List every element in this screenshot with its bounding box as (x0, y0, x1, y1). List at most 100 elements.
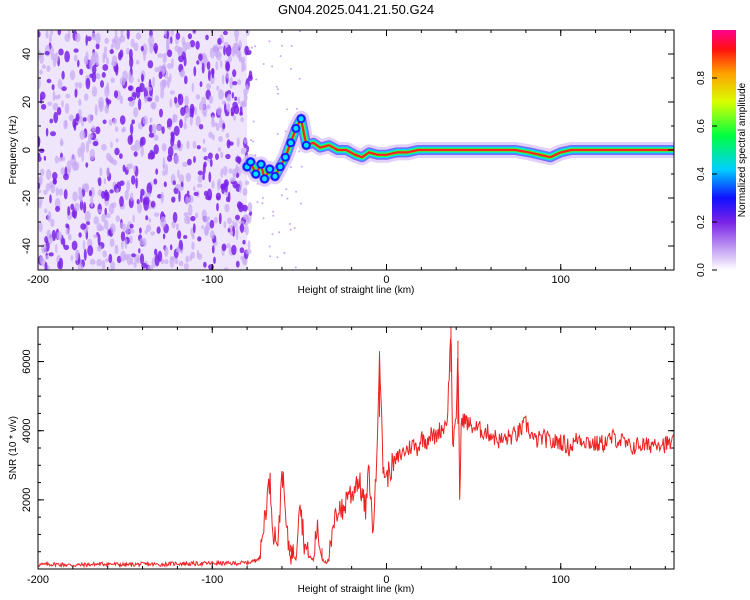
noise-blob (239, 247, 245, 254)
noise-blob (179, 174, 185, 184)
noise-blob (54, 95, 60, 100)
noise-blob (135, 87, 141, 99)
noise-blob (185, 196, 190, 205)
signal-blob-core (262, 176, 267, 182)
noise-blob (233, 115, 237, 121)
noise-blob (137, 78, 140, 83)
noise-blob (235, 214, 240, 221)
noise-blob (115, 215, 121, 222)
noise-blob (206, 104, 211, 110)
noise-blob (193, 156, 196, 163)
noise-blob (69, 70, 76, 81)
noise-blob (83, 93, 89, 101)
noise-blob (166, 76, 171, 88)
signal-blob-core (288, 140, 294, 146)
noise-speck (298, 77, 301, 80)
noise-blob (47, 101, 53, 107)
snr-y-label: SNR (10 * v/v) (8, 416, 19, 480)
noise-speck (281, 44, 283, 47)
noise-blob (111, 55, 118, 67)
noise-blob (38, 136, 41, 148)
noise-blob (153, 144, 159, 155)
noise-blob (155, 168, 159, 175)
noise-blob (153, 134, 159, 141)
noise-blob (85, 162, 89, 168)
noise-blob (206, 83, 212, 90)
noise-blob (191, 241, 195, 250)
noise-blob (216, 106, 222, 116)
noise-blob (243, 214, 249, 220)
noise-blob (126, 224, 129, 236)
noise-speck (252, 140, 255, 143)
noise-blob (198, 124, 204, 130)
noise-blob (181, 36, 186, 47)
noise-blob (130, 144, 137, 151)
noise-blob (175, 223, 179, 231)
noise-blob (228, 141, 234, 146)
snr-x-label: Height of straight line (km) (298, 584, 415, 595)
noise-blob (196, 249, 200, 258)
noise-blob (146, 86, 152, 92)
noise-blob (177, 47, 183, 57)
noise-blob (57, 79, 63, 90)
noise-blob (227, 217, 232, 225)
noise-blob (55, 243, 58, 254)
noise-blob (225, 61, 230, 71)
noise-speck (278, 231, 281, 234)
noise-blob (101, 260, 106, 270)
noise-blob (40, 103, 47, 110)
signal-blob-core (277, 164, 283, 170)
noise-blob (41, 64, 47, 69)
noise-blob (140, 45, 144, 52)
noise-blob (108, 253, 113, 264)
x-tick-label: 100 (552, 574, 570, 586)
colorbar-tick-label: 0.6 (696, 119, 707, 133)
noise-blob (240, 147, 247, 155)
colorbar-tick-label: 0.0 (696, 263, 707, 277)
noise-blob (56, 107, 62, 116)
noise-blob (226, 102, 231, 112)
noise-blob (73, 48, 79, 53)
noise-blob (235, 228, 239, 241)
noise-blob (52, 178, 58, 185)
noise-blob (136, 59, 140, 65)
noise-blob (234, 42, 240, 55)
noise-blob (247, 202, 253, 213)
noise-speck (261, 202, 264, 205)
noise-blob (180, 69, 186, 78)
noise-blob (169, 73, 172, 83)
noise-blob (46, 78, 52, 84)
noise-blob (97, 177, 102, 187)
noise-blob (129, 192, 134, 202)
noise-blob (97, 209, 102, 214)
noise-blob (164, 246, 169, 258)
noise-blob (205, 195, 212, 201)
noise-blob (58, 48, 64, 56)
y-tick-label: 2000 (21, 488, 33, 512)
noise-speck (275, 85, 278, 88)
noise-blob (91, 72, 97, 83)
noise-blob (160, 216, 167, 229)
noise-blob (169, 244, 173, 251)
noise-blob (119, 115, 126, 125)
noise-blob (175, 248, 182, 253)
noise-blob (162, 79, 167, 88)
noise-blob (236, 137, 240, 148)
noise-speck (272, 210, 275, 213)
noise-blob (242, 239, 246, 245)
noise-blob (203, 190, 209, 197)
noise-blob (63, 189, 68, 200)
noise-blob (224, 101, 227, 114)
noise-blob (153, 178, 158, 185)
noise-blob (126, 180, 131, 193)
noise-speck (262, 217, 265, 220)
noise-blob (229, 224, 234, 231)
noise-blob (91, 86, 98, 97)
noise-blob (110, 141, 113, 149)
noise-blob (99, 226, 105, 231)
noise-blob (174, 257, 179, 265)
noise-speck (300, 202, 302, 205)
x-tick-label: -100 (201, 274, 223, 286)
noise-speck (269, 255, 272, 258)
noise-blob (130, 38, 135, 48)
